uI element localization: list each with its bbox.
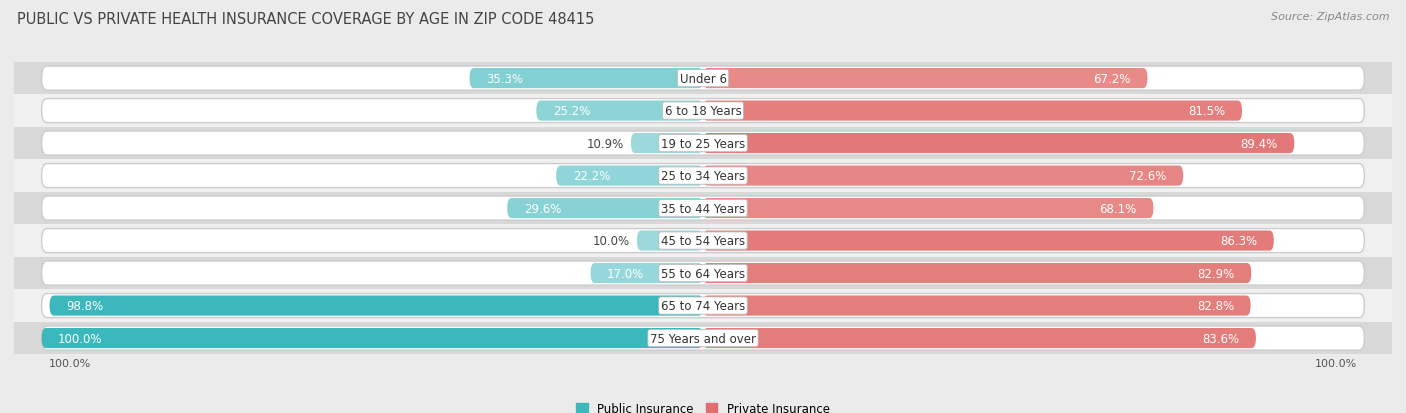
Text: Source: ZipAtlas.com: Source: ZipAtlas.com (1271, 12, 1389, 22)
Bar (14, 192, 1392, 225)
Bar (14, 95, 1392, 128)
Text: 86.3%: 86.3% (1220, 235, 1257, 247)
Text: 65 to 74 Years: 65 to 74 Years (661, 299, 745, 312)
Text: 83.6%: 83.6% (1202, 332, 1239, 345)
Text: 22.2%: 22.2% (572, 170, 610, 183)
Text: 75 Years and over: 75 Years and over (650, 332, 756, 345)
FancyBboxPatch shape (637, 231, 703, 251)
Text: 29.6%: 29.6% (524, 202, 561, 215)
Text: PUBLIC VS PRIVATE HEALTH INSURANCE COVERAGE BY AGE IN ZIP CODE 48415: PUBLIC VS PRIVATE HEALTH INSURANCE COVER… (17, 12, 595, 27)
FancyBboxPatch shape (703, 69, 1147, 89)
Text: 25.2%: 25.2% (553, 105, 591, 118)
FancyBboxPatch shape (703, 231, 1274, 251)
Bar (14, 63, 1392, 95)
FancyBboxPatch shape (42, 328, 703, 348)
Text: 35.3%: 35.3% (486, 72, 523, 85)
FancyBboxPatch shape (703, 199, 1153, 218)
Bar (14, 290, 1392, 322)
Text: 19 to 25 Years: 19 to 25 Years (661, 137, 745, 150)
Text: 82.9%: 82.9% (1198, 267, 1234, 280)
FancyBboxPatch shape (536, 101, 703, 121)
Text: 89.4%: 89.4% (1240, 137, 1278, 150)
FancyBboxPatch shape (703, 328, 1256, 348)
Bar (14, 128, 1392, 160)
FancyBboxPatch shape (42, 164, 1364, 188)
Text: 98.8%: 98.8% (66, 299, 103, 312)
FancyBboxPatch shape (42, 294, 1364, 318)
FancyBboxPatch shape (470, 69, 703, 89)
Bar (14, 322, 1392, 354)
FancyBboxPatch shape (42, 261, 1364, 285)
Text: 17.0%: 17.0% (607, 267, 644, 280)
FancyBboxPatch shape (703, 101, 1241, 121)
Text: 45 to 54 Years: 45 to 54 Years (661, 235, 745, 247)
Bar (14, 257, 1392, 290)
Text: 25 to 34 Years: 25 to 34 Years (661, 170, 745, 183)
FancyBboxPatch shape (42, 197, 1364, 221)
Text: 100.0%: 100.0% (1315, 358, 1358, 368)
Text: 6 to 18 Years: 6 to 18 Years (665, 105, 741, 118)
FancyBboxPatch shape (591, 263, 703, 283)
Text: 10.0%: 10.0% (593, 235, 630, 247)
Text: 72.6%: 72.6% (1129, 170, 1167, 183)
FancyBboxPatch shape (703, 166, 1184, 186)
FancyBboxPatch shape (42, 326, 1364, 350)
FancyBboxPatch shape (49, 296, 703, 316)
Text: 35 to 44 Years: 35 to 44 Years (661, 202, 745, 215)
Legend: Public Insurance, Private Insurance: Public Insurance, Private Insurance (571, 397, 835, 413)
FancyBboxPatch shape (631, 134, 703, 154)
Text: 68.1%: 68.1% (1099, 202, 1137, 215)
Text: 55 to 64 Years: 55 to 64 Years (661, 267, 745, 280)
Bar (14, 225, 1392, 257)
FancyBboxPatch shape (42, 132, 1364, 156)
FancyBboxPatch shape (42, 229, 1364, 253)
FancyBboxPatch shape (557, 166, 703, 186)
FancyBboxPatch shape (42, 67, 1364, 91)
FancyBboxPatch shape (42, 99, 1364, 123)
FancyBboxPatch shape (703, 134, 1295, 154)
Text: 67.2%: 67.2% (1094, 72, 1130, 85)
Text: 100.0%: 100.0% (48, 358, 91, 368)
FancyBboxPatch shape (703, 296, 1250, 316)
Text: Under 6: Under 6 (679, 72, 727, 85)
FancyBboxPatch shape (703, 263, 1251, 283)
Text: 10.9%: 10.9% (586, 137, 624, 150)
Text: 100.0%: 100.0% (58, 332, 103, 345)
FancyBboxPatch shape (508, 199, 703, 218)
Text: 81.5%: 81.5% (1188, 105, 1226, 118)
Text: 82.8%: 82.8% (1197, 299, 1234, 312)
Bar (14, 160, 1392, 192)
